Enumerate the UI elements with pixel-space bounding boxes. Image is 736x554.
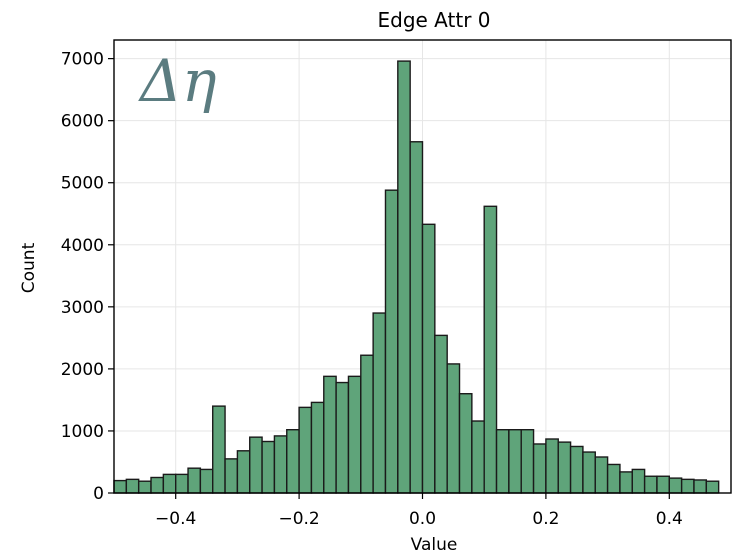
x-tick-label: 0.4 — [656, 509, 683, 529]
y-tick-label: 1000 — [61, 422, 104, 442]
delta-eta-annotation: Δη — [138, 47, 217, 115]
histogram-bar — [310, 401, 325, 494]
histogram-bar — [594, 456, 609, 494]
y-tick-label: 3000 — [61, 298, 104, 318]
y-tick-label: 2000 — [61, 360, 104, 380]
histogram-bar — [421, 223, 436, 494]
x-tick-label: 0.0 — [409, 509, 436, 529]
histogram-bar — [545, 438, 559, 494]
histogram-bar — [434, 334, 448, 494]
histogram-bar — [606, 463, 621, 494]
y-axis-label: Count — [19, 242, 39, 293]
y-tick-label: 7000 — [61, 50, 104, 70]
histogram-bar — [693, 479, 708, 494]
histogram-bar — [508, 429, 522, 494]
histogram-bar — [397, 60, 411, 494]
histogram-bar — [335, 381, 350, 494]
histogram-bar — [137, 480, 152, 494]
histogram-bar — [569, 445, 584, 494]
histogram-bar — [471, 420, 485, 494]
histogram-bar — [162, 473, 177, 494]
histogram-bar — [286, 429, 300, 494]
histogram-bar — [372, 312, 387, 494]
x-tick-label: −0.2 — [278, 509, 319, 529]
histogram-bar — [458, 393, 473, 494]
histogram-bar — [643, 475, 658, 494]
histogram-bar — [236, 450, 251, 494]
histogram-bar — [174, 473, 189, 494]
histogram-bar — [224, 458, 239, 494]
histogram-bar — [187, 467, 202, 494]
histogram-bar — [520, 429, 535, 494]
histogram-bar — [384, 189, 399, 494]
histogram-bar — [680, 478, 695, 494]
histogram-bar — [212, 405, 226, 494]
histogram-bar — [532, 443, 547, 494]
histogram-bar — [557, 441, 572, 494]
x-axis-ticks: −0.4 −0.2 0.0 0.2 0.4 — [155, 493, 683, 529]
histogram-bar — [409, 141, 424, 494]
histogram-bar — [668, 477, 683, 494]
y-tick-label: 6000 — [61, 112, 104, 132]
y-tick-label: 0 — [93, 484, 104, 504]
x-tick-label: 0.2 — [532, 509, 559, 529]
histogram-bar — [249, 436, 263, 494]
histogram-bar — [360, 354, 374, 494]
histogram-bar — [273, 435, 288, 494]
x-axis-label: Value — [411, 535, 458, 554]
histogram-bar — [582, 451, 596, 494]
histogram-bar — [150, 476, 165, 494]
histogram-bar — [113, 479, 128, 494]
histogram-bar — [261, 440, 276, 494]
y-axis-ticks: 0 1000 2000 3000 4000 5000 6000 7000 — [61, 50, 114, 504]
x-tick-label: −0.4 — [155, 509, 196, 529]
histogram-bar — [199, 468, 214, 494]
histogram-bar — [619, 471, 633, 494]
histogram-bar — [347, 375, 362, 494]
bars-group — [113, 60, 720, 494]
histogram-bar — [705, 480, 720, 494]
histogram-bar — [298, 406, 313, 494]
histogram-bar — [446, 363, 461, 494]
histogram-bar — [631, 468, 646, 494]
y-tick-label: 4000 — [61, 236, 104, 256]
histogram-bar — [323, 375, 337, 494]
chart-title: Edge Attr 0 — [377, 8, 490, 32]
y-tick-label: 5000 — [61, 174, 104, 194]
histogram-bar — [656, 475, 671, 494]
histogram-bar — [125, 478, 140, 494]
histogram-bar — [495, 429, 510, 494]
histogram-bar — [483, 205, 498, 494]
